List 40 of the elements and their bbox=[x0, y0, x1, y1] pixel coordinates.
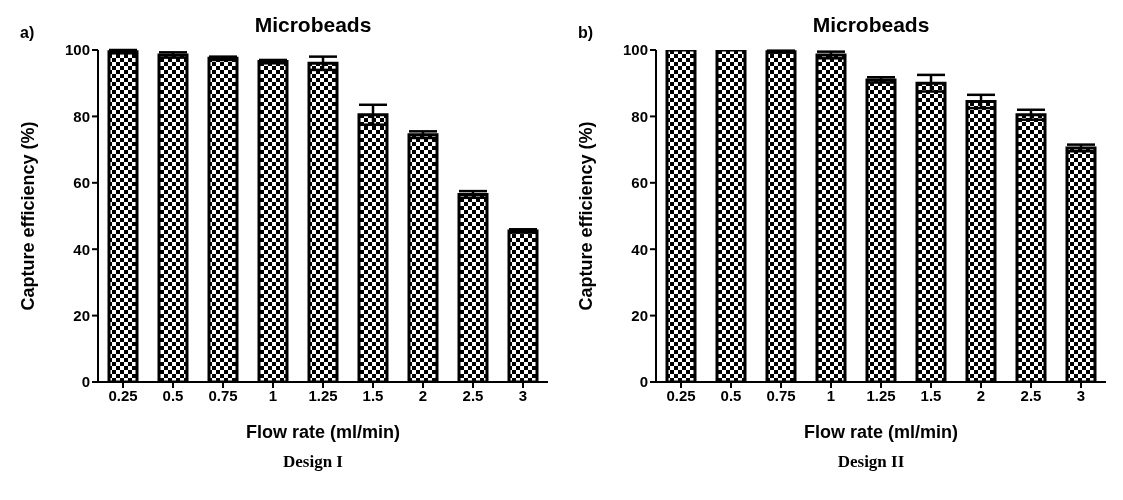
y-tick-label: 0 bbox=[81, 373, 90, 391]
x-tick-label: 0.5 bbox=[162, 386, 184, 404]
x-tick-label: 2 bbox=[418, 386, 428, 404]
x-tick-label: 1.5 bbox=[920, 386, 942, 404]
y-tick-label: 20 bbox=[73, 306, 90, 324]
y-tick-label: 40 bbox=[631, 240, 648, 258]
x-tick-label: 3 bbox=[518, 386, 528, 404]
x-tick-label: 0.75 bbox=[208, 386, 238, 404]
x-tick-label: 2.5 bbox=[462, 386, 484, 404]
x-tick-label: 1.25 bbox=[866, 386, 896, 404]
y-tick-label: 80 bbox=[631, 107, 648, 125]
x-tick-label: 0.25 bbox=[108, 386, 138, 404]
text: Design I bbox=[282, 452, 344, 472]
x-tick-label: 2.5 bbox=[1020, 386, 1042, 404]
chart-title: Microbeads bbox=[812, 13, 930, 36]
chart-title: Microbeads bbox=[254, 13, 372, 36]
y-tick-label: 100 bbox=[622, 41, 648, 59]
text: b) bbox=[578, 24, 594, 42]
x-tick-label: 1.25 bbox=[308, 386, 338, 404]
y-tick-label: 60 bbox=[631, 174, 648, 192]
y-tick-label: 20 bbox=[631, 306, 648, 324]
y-tick-label: 40 bbox=[73, 240, 90, 258]
x-tick-label: 0.25 bbox=[666, 386, 696, 404]
x-tick-label: 3 bbox=[1076, 386, 1086, 404]
x-tick-label: 0.5 bbox=[720, 386, 742, 404]
x-tick-label: 0.75 bbox=[766, 386, 796, 404]
y-tick-label: 60 bbox=[73, 174, 90, 192]
x-tick-label: 1.5 bbox=[362, 386, 384, 404]
y-tick-label: 100 bbox=[64, 41, 90, 59]
x-tick-label: 2 bbox=[976, 386, 986, 404]
x-tick-label: 1 bbox=[826, 386, 836, 404]
text: Design II bbox=[836, 452, 906, 472]
y-tick-label: 80 bbox=[73, 107, 90, 125]
x-tick-label: 1 bbox=[268, 386, 278, 404]
text: a) bbox=[20, 24, 35, 42]
y-tick-label: 0 bbox=[639, 373, 648, 391]
x-axis-title: Flow rate (ml/min) bbox=[245, 422, 401, 442]
y-axis-title: Capture efficiency (%) bbox=[576, 121, 597, 311]
y-axis-title: Capture efficiency (%) bbox=[18, 121, 39, 311]
x-axis-title: Flow rate (ml/min) bbox=[803, 422, 959, 442]
